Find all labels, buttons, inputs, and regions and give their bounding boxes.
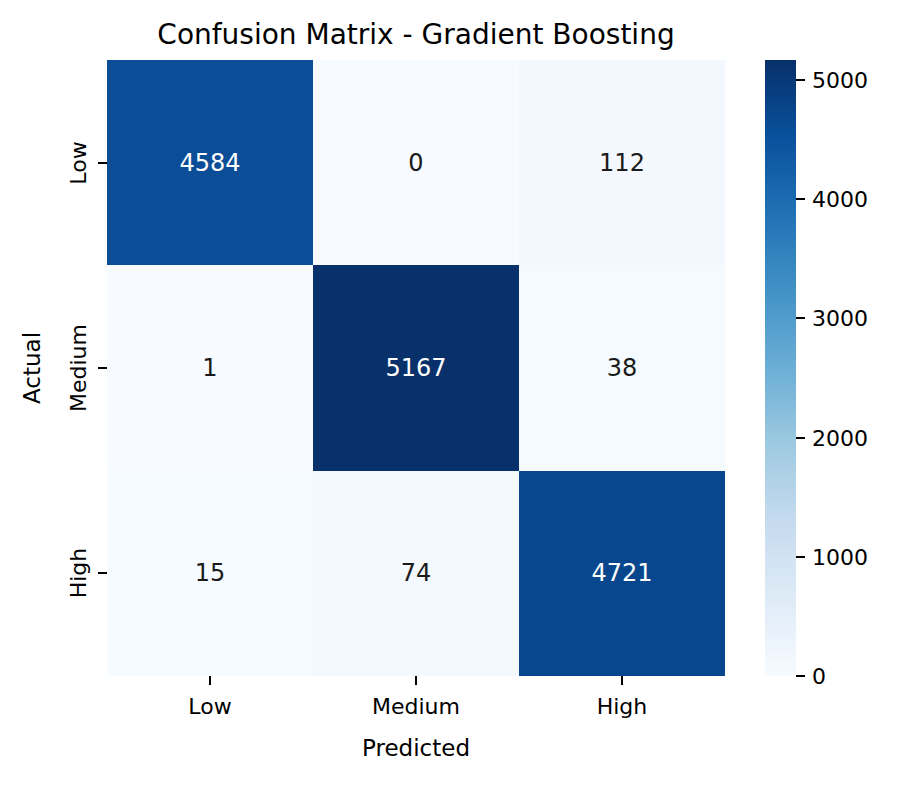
y-tick-label-medium: Medium (66, 324, 91, 412)
x-axis-tick (621, 676, 623, 685)
colorbar-tick-label-2000: 2000 (812, 425, 868, 450)
heatmap-cell-medium-medium: 5167 (313, 265, 519, 470)
x-axis-label: Predicted (362, 735, 470, 761)
y-axis-label: Actual (19, 332, 45, 404)
heatmap-cell-low-low: 4584 (107, 60, 313, 265)
heatmap-cell-medium-high: 38 (519, 265, 725, 470)
y-axis-tick (98, 572, 107, 574)
colorbar-tick-label-3000: 3000 (812, 306, 868, 331)
heatmap-cell-medium-low: 1 (107, 265, 313, 470)
colorbar-tick (796, 198, 805, 200)
colorbar-tick (796, 317, 805, 319)
x-tick-label-high: High (597, 694, 648, 719)
heatmap-cell-high-low: 15 (107, 471, 313, 676)
colorbar-tick-label-5000: 5000 (812, 67, 868, 92)
colorbar-tick-label-4000: 4000 (812, 187, 868, 212)
x-axis-tick (209, 676, 211, 685)
y-tick-label-high: High (66, 548, 91, 599)
y-tick-label-low: Low (66, 141, 91, 184)
colorbar-tick (796, 556, 805, 558)
heatmap-cell-low-high: 112 (519, 60, 725, 265)
colorbar (765, 60, 796, 676)
colorbar-tick-label-1000: 1000 (812, 544, 868, 569)
colorbar-tick (796, 437, 805, 439)
y-axis-tick (98, 162, 107, 164)
x-axis-tick (415, 676, 417, 685)
heatmap-cell-high-high: 4721 (519, 471, 725, 676)
colorbar-tick-label-0: 0 (812, 664, 826, 689)
colorbar-tick (796, 675, 805, 677)
heatmap-cell-low-medium: 0 (313, 60, 519, 265)
x-tick-label-low: Low (188, 694, 231, 719)
heatmap-grid: 45840112 1516738 15744721 (107, 60, 725, 676)
heatmap-cell-high-medium: 74 (313, 471, 519, 676)
confusion-matrix-figure: Confusion Matrix - Gradient Boosting 458… (0, 0, 906, 785)
y-axis-tick (98, 367, 107, 369)
x-tick-label-medium: Medium (372, 694, 460, 719)
colorbar-tick (796, 79, 805, 81)
chart-title: Confusion Matrix - Gradient Boosting (157, 18, 674, 51)
